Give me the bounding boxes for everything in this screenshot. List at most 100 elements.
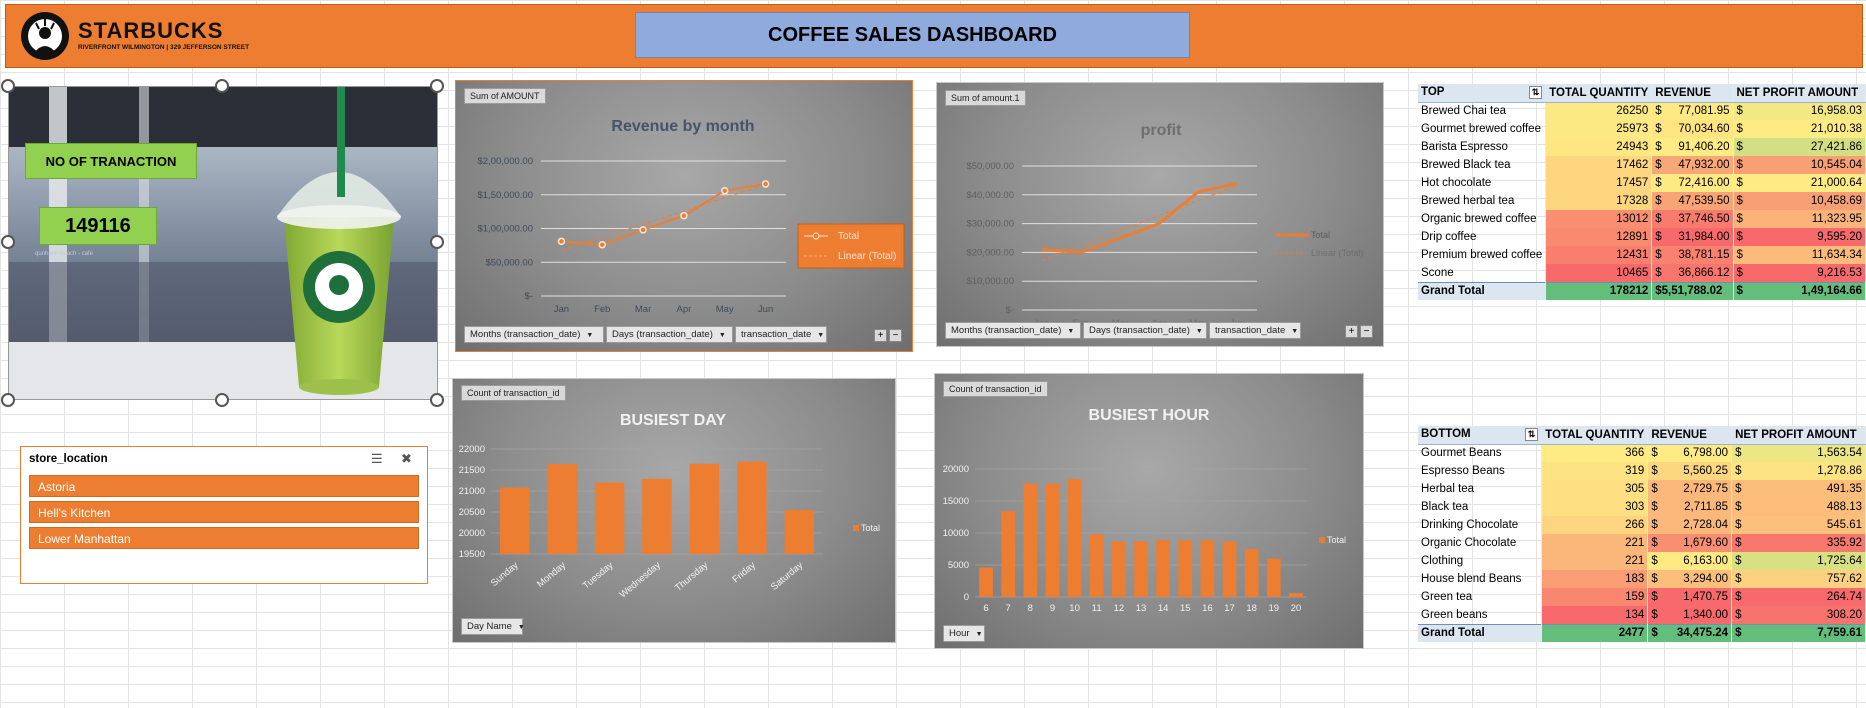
filter-icon[interactable]: ⇅ (1524, 428, 1539, 442)
series-line (1041, 181, 1238, 254)
revenue-chart[interactable]: Sum of AMOUNT Revenue by month $- $50,000… (455, 80, 913, 352)
revenue-chart-title: Revenue by month (611, 118, 754, 135)
y-tick-label: $- (525, 291, 533, 302)
resize-handle-mr[interactable] (430, 235, 444, 249)
profit-chart[interactable]: Sum of amount.1 profit $- $10,000.00 $20,0… (936, 82, 1384, 347)
top-products-pivot-table[interactable]: TOP ⇅ TOTAL QUANTITY REVENUE NET PROFIT AMOU… (1418, 84, 1866, 300)
table-row[interactable]: Clothing 221 $6,163.00 $1,725.64 (1418, 552, 1866, 570)
grand-total-label: Grand Total (1418, 281, 1547, 300)
y-tick-label: 19500 (459, 549, 485, 560)
data-point (761, 180, 770, 188)
product-name-cell: Drinking Chocolate (1418, 516, 1543, 534)
collapse-field-button[interactable]: − (889, 329, 902, 342)
table-row[interactable]: Green tea 159 $1,470.75 $264.74 (1418, 588, 1866, 606)
quantity-cell: 134 (1541, 606, 1649, 624)
table-row[interactable]: Hot chocolate 17457 $72,416.00 $21,000.64 (1418, 174, 1866, 192)
filter-icon[interactable]: ⇅ (1528, 86, 1543, 100)
filter-hour[interactable]: Hour ▼ (943, 625, 985, 642)
table-row[interactable]: Black tea 303 $2,711.85 $488.13 (1418, 498, 1866, 516)
series-line (561, 182, 766, 246)
busiest-hour-chart[interactable]: Count of transaction_id BUSIEST HOUR 0 50… (934, 373, 1364, 649)
busiest-day-chart[interactable]: Count of transaction_id BUSIEST DAY 1950… (452, 378, 896, 643)
resize-handle-tm[interactable] (215, 79, 229, 93)
table-row[interactable]: Brewed herbal tea 17328 $47,539.50 $10,458.… (1418, 192, 1866, 210)
slicer-item-lower-manhattan[interactable]: Lower Manhattan (29, 527, 419, 549)
x-tick-label: Feb (594, 304, 610, 315)
product-name-cell: Brewed Chai tea (1418, 102, 1547, 120)
table-row[interactable]: Gourmet Beans 366 $6,798.00 $1,563.54 (1418, 444, 1866, 462)
expand-field-button[interactable]: + (1345, 325, 1358, 338)
frappuccino-photo[interactable]: NO OF TRANACTION 149116 qunhanh beach - … (8, 86, 438, 400)
table-row[interactable]: Gourmet brewed coffee 25973 $70,034.60 $21,… (1418, 120, 1866, 138)
table-row[interactable]: Scone 10465 $36,866.12 $9,216.53 (1418, 264, 1866, 282)
table-row[interactable]: Green beans 134 $1,340.00 $308.20 (1418, 606, 1866, 624)
filter-days-label: Days (transaction_date) (1089, 325, 1190, 336)
y-tick-label: 10000 (943, 528, 969, 539)
table-row[interactable]: Herbal tea 305 $2,729.75 $491.35 (1418, 480, 1866, 498)
slicer-item-astoria[interactable]: Astoria (29, 475, 419, 497)
resize-handle-bm[interactable] (215, 393, 229, 407)
table-row[interactable]: Organic brewed coffee 13012 $37,746.50 $11,… (1418, 210, 1866, 228)
quantity-cell: 221 (1541, 552, 1649, 570)
profit-chart-field-chip[interactable]: Sum of amount.1 (945, 90, 1026, 106)
filter-date[interactable]: transaction_date ▼ (1209, 322, 1301, 339)
y-tick-label: $10,000.00 (966, 276, 1014, 287)
table-row[interactable]: Premium brewed coffee 12431 $38,781.15 $11,… (1418, 246, 1866, 264)
revenue-cell: $6,798.00 (1647, 444, 1733, 462)
product-name-cell: Gourmet brewed coffee (1418, 120, 1547, 138)
quantity-cell: 303 (1541, 498, 1649, 516)
table-row[interactable]: Barista Espresso 24943 $91,406.20 $27,421.8… (1418, 138, 1866, 156)
expand-field-button[interactable]: + (874, 329, 887, 342)
resize-handle-ml[interactable] (1, 235, 15, 249)
resize-handle-tl[interactable] (1, 79, 15, 93)
column-header: TOTAL QUANTITY (1541, 426, 1649, 445)
resize-handle-tr[interactable] (430, 79, 444, 93)
filter-days[interactable]: Days (transaction_date) ▼ (1083, 322, 1207, 339)
revenue-cell: $2,728.04 (1647, 516, 1733, 534)
column-header[interactable]: TOP ⇅ (1418, 84, 1547, 103)
quantity-cell: 25973 (1545, 120, 1653, 138)
table-row[interactable]: Drip coffee 12891 $31,984.00 $9,595.20 (1418, 228, 1866, 246)
quantity-cell: 12891 (1545, 228, 1653, 246)
busiest-hour-field-chip[interactable]: Count of transaction_id (943, 381, 1048, 397)
table-row[interactable]: House blend Beans 183 $3,294.00 $757.62 (1418, 570, 1866, 588)
resize-handle-br[interactable] (430, 393, 444, 407)
y-tick-label: 21500 (459, 465, 485, 476)
quantity-cell: 24943 (1545, 138, 1653, 156)
bar (1156, 540, 1170, 597)
quantity-cell: 17328 (1545, 192, 1653, 210)
bar (642, 478, 672, 554)
table-row[interactable]: Espresso Beans 319 $5,560.25 $1,278.86 (1418, 462, 1866, 480)
collapse-field-button[interactable]: − (1360, 325, 1373, 338)
busiest-day-field-chip[interactable]: Count of transaction_id (461, 385, 566, 401)
table-row[interactable]: Organic Chocolate 221 $1,679.60 $335.92 (1418, 534, 1866, 552)
profit-cell: $491.35 (1731, 480, 1866, 498)
bar (594, 482, 625, 554)
table-row[interactable]: Drinking Chocolate 266 $2,728.04 $545.61 (1418, 516, 1866, 534)
filter-date[interactable]: transaction_date ▼ (735, 326, 827, 343)
filter-days[interactable]: Days (transaction_date) ▼ (606, 326, 733, 343)
filter-months[interactable]: Months (transaction_date) ▼ (945, 322, 1081, 339)
y-tick-label: $50,000.00 (966, 161, 1014, 172)
multi-select-icon[interactable]: ☰ (371, 451, 383, 466)
filter-months[interactable]: Months (transaction_date) ▼ (464, 326, 604, 343)
store-location-slicer[interactable]: store_location ☰ ✖ Astoria Hell's Kitche… (20, 446, 428, 584)
slicer-item-hells-kitchen[interactable]: Hell's Kitchen (29, 501, 419, 523)
x-tick-label: May (716, 304, 734, 315)
table-row[interactable]: Brewed Chai tea 26250 $77,081.95 $16,958.03 (1418, 102, 1866, 120)
x-tick-label: 9 (1050, 603, 1055, 614)
quantity-cell: 10465 (1545, 264, 1653, 282)
revenue-chart-field-chip[interactable]: Sum of AMOUNT (464, 88, 546, 104)
x-tick-label: 12 (1114, 603, 1125, 614)
y-tick-label: $1,00,000.00 (478, 224, 533, 235)
table-row[interactable]: Brewed Black tea 17462 $47,932.00 $10,545.0… (1418, 156, 1866, 174)
product-name-cell: Drip coffee (1418, 228, 1547, 246)
clear-filter-icon[interactable]: ✖ (401, 451, 412, 466)
bar (737, 461, 767, 554)
column-header[interactable]: BOTTOM ⇅ (1418, 426, 1543, 445)
grand-total-quantity: 2477 (1541, 623, 1649, 642)
filter-day-name[interactable]: Day Name ▼ (461, 618, 525, 635)
profit-legend-total: Total (1311, 230, 1330, 240)
resize-handle-bl[interactable] (1, 393, 15, 407)
bottom-products-pivot-table[interactable]: BOTTOM ⇅ TOTAL QUANTITY REVENUE NET PROFIT A… (1418, 426, 1866, 642)
